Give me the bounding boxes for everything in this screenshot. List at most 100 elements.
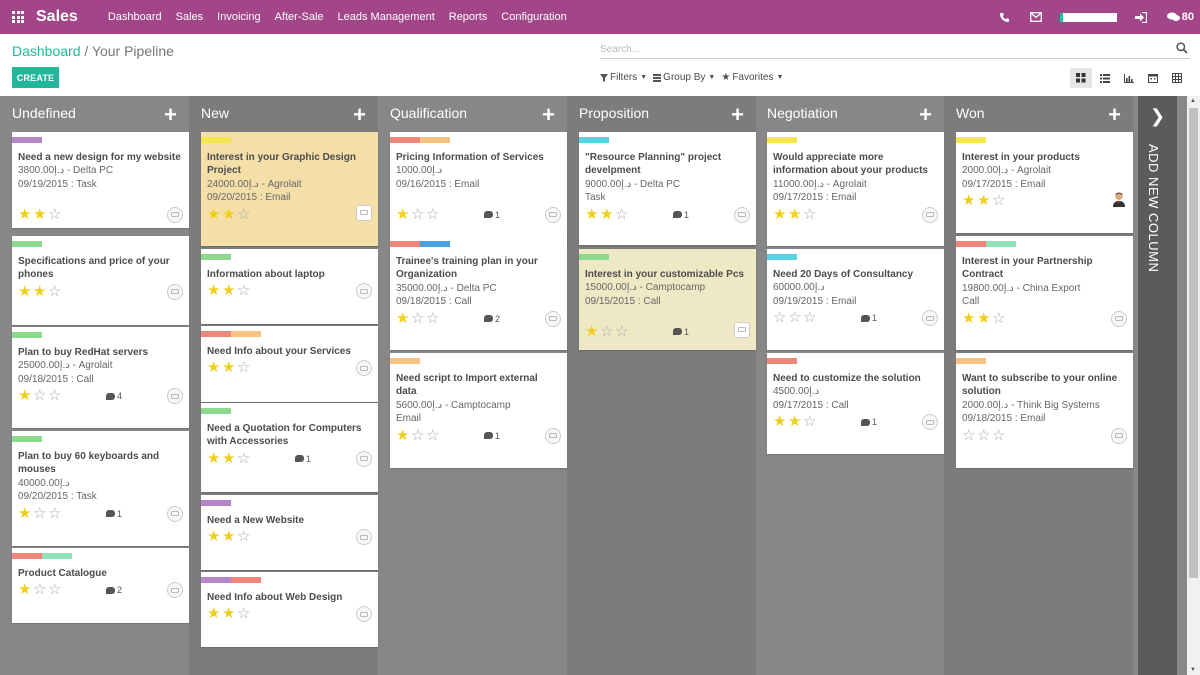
kanban-card[interactable]: Need to customize the solution 4500.00د.إ… [767, 353, 944, 454]
kanban-card[interactable]: Need Info about Web Design ★ ★ ☆ [201, 572, 378, 647]
star-filled-icon[interactable]: ★ [585, 205, 599, 223]
search-icon[interactable] [1176, 42, 1188, 57]
kanban-card[interactable]: Need a New Website ★ ★ ☆ [201, 495, 378, 570]
user-avatar-placeholder[interactable] [922, 414, 938, 431]
star-filled-icon[interactable]: ★ [222, 359, 236, 377]
star-filled-icon[interactable]: ★ [396, 426, 410, 444]
kanban-card[interactable]: Interest in your customizable Pcs 15000.0… [579, 249, 756, 350]
message-counter[interactable]: 1 [484, 210, 500, 220]
star-empty-icon[interactable]: ☆ [788, 309, 802, 327]
menu-item-sales[interactable]: Sales [175, 11, 204, 23]
app-name[interactable]: Sales [36, 8, 78, 25]
message-counter[interactable]: 1 [295, 454, 311, 464]
priority-stars[interactable]: ★ ★ ☆ [773, 414, 818, 429]
star-filled-icon[interactable]: ★ [18, 504, 32, 522]
kanban-card[interactable]: Interest in your products 2000.00د.إ - Ag… [956, 132, 1133, 233]
priority-stars[interactable]: ★ ★ ☆ [18, 284, 63, 299]
user-avatar-placeholder[interactable] [356, 450, 372, 467]
column-title[interactable]: Won [956, 105, 985, 121]
user-avatar[interactable] [1111, 191, 1127, 208]
column-title[interactable]: Negotiation [767, 105, 838, 121]
star-empty-icon[interactable]: ☆ [803, 309, 817, 327]
priority-stars[interactable]: ★ ★ ☆ [207, 207, 252, 222]
priority-stars[interactable]: ★ ☆ ☆ [18, 506, 63, 521]
user-avatar-placeholder[interactable] [545, 206, 561, 223]
star-empty-icon[interactable]: ☆ [48, 581, 62, 599]
star-empty-icon[interactable]: ☆ [426, 309, 440, 327]
star-empty-icon[interactable]: ☆ [237, 282, 251, 300]
message-counter[interactable]: 1 [484, 431, 500, 441]
chevron-right-icon[interactable]: ❯ [1150, 106, 1166, 126]
star-empty-icon[interactable]: ☆ [411, 309, 425, 327]
message-counter[interactable]: 1 [861, 417, 877, 427]
star-empty-icon[interactable]: ☆ [803, 413, 817, 431]
user-avatar-placeholder[interactable] [356, 360, 372, 377]
star-empty-icon[interactable]: ☆ [426, 426, 440, 444]
priority-stars[interactable]: ★ ☆ ☆ [396, 428, 441, 443]
user-progress-bar[interactable] [1059, 12, 1117, 22]
kanban-card[interactable]: Need a new design for my website 3800.00د… [12, 132, 189, 228]
quick-create-plus-icon[interactable]: + [1108, 102, 1121, 127]
user-avatar-placeholder[interactable] [1111, 310, 1127, 327]
star-filled-icon[interactable]: ★ [222, 282, 236, 300]
priority-stars[interactable]: ★ ★ ☆ [207, 606, 252, 621]
star-empty-icon[interactable]: ☆ [411, 205, 425, 223]
quick-create-plus-icon[interactable]: + [731, 102, 744, 127]
kanban-card[interactable]: Product Catalogue ★ ☆ ☆ 2 [12, 548, 189, 623]
user-avatar-placeholder[interactable] [922, 206, 938, 223]
star-empty-icon[interactable]: ☆ [803, 205, 817, 223]
user-avatar-placeholder[interactable] [167, 582, 183, 599]
kanban-card[interactable]: Need script to Import external data 5600.… [390, 353, 567, 468]
kanban-card[interactable]: "Resource Planning" project develpment 90… [579, 132, 756, 245]
graph-view-button[interactable] [1118, 68, 1140, 88]
star-filled-icon[interactable]: ★ [207, 205, 221, 223]
star-filled-icon[interactable]: ★ [788, 413, 802, 431]
quick-create-plus-icon[interactable]: + [919, 102, 932, 127]
priority-stars[interactable]: ★ ★ ☆ [585, 207, 630, 222]
filters-dropdown[interactable]: Filters ▼ [600, 72, 647, 83]
kanban-card[interactable]: Need Info about your Services ★ ★ ☆ [201, 326, 378, 402]
star-filled-icon[interactable]: ★ [600, 205, 614, 223]
star-empty-icon[interactable]: ☆ [962, 426, 976, 444]
scroll-up-arrow-icon[interactable]: ▲ [1190, 98, 1196, 104]
kanban-card[interactable]: Specifications and price of your phones ★… [12, 236, 189, 325]
star-filled-icon[interactable]: ★ [396, 309, 410, 327]
star-empty-icon[interactable]: ☆ [615, 322, 629, 340]
star-empty-icon[interactable]: ☆ [600, 322, 614, 340]
menu-item-invoicing[interactable]: Invoicing [217, 11, 261, 23]
user-avatar-placeholder[interactable] [1111, 427, 1127, 444]
star-filled-icon[interactable]: ★ [585, 322, 599, 340]
star-filled-icon[interactable]: ★ [33, 205, 47, 223]
menu-item-leads-management[interactable]: Leads Management [337, 11, 435, 23]
star-filled-icon[interactable]: ★ [207, 528, 221, 546]
star-empty-icon[interactable]: ☆ [411, 426, 425, 444]
user-avatar-placeholder[interactable] [356, 606, 372, 623]
menu-item-dashboard[interactable]: Dashboard [107, 11, 162, 23]
priority-stars[interactable]: ★ ★ ☆ [773, 207, 818, 222]
star-empty-icon[interactable]: ☆ [237, 359, 251, 377]
star-filled-icon[interactable]: ★ [977, 192, 991, 210]
menu-item-after-sale[interactable]: After-Sale [274, 11, 324, 23]
pivot-view-button[interactable] [1166, 68, 1188, 88]
kanban-card[interactable]: Would appreciate more information about … [767, 132, 944, 246]
star-empty-icon[interactable]: ☆ [237, 449, 251, 467]
star-empty-icon[interactable]: ☆ [773, 309, 787, 327]
star-filled-icon[interactable]: ★ [773, 413, 787, 431]
kanban-card[interactable]: Plan to buy RedHat servers 25000.00د.إ - … [12, 327, 189, 428]
user-avatar-placeholder[interactable] [167, 206, 183, 223]
priority-stars[interactable]: ★ ★ ☆ [207, 360, 252, 375]
column-title[interactable]: Qualification [390, 105, 468, 121]
star-empty-icon[interactable]: ☆ [237, 528, 251, 546]
message-counter[interactable]: 4 [106, 391, 122, 401]
kanban-card[interactable]: Trainee's training plan in your Organiza… [390, 236, 567, 350]
star-filled-icon[interactable]: ★ [396, 205, 410, 223]
envelope-icon[interactable] [1029, 12, 1042, 22]
star-filled-icon[interactable]: ★ [977, 309, 991, 327]
chat-count[interactable]: 80 [1181, 11, 1194, 23]
column-title[interactable]: Proposition [579, 105, 650, 121]
quick-create-plus-icon[interactable]: + [542, 102, 555, 127]
kanban-card[interactable]: Pricing Information of Services 1000.00د.… [390, 132, 567, 245]
message-counter[interactable]: 1 [106, 509, 122, 519]
star-filled-icon[interactable]: ★ [222, 449, 236, 467]
user-avatar-placeholder[interactable] [356, 529, 372, 546]
